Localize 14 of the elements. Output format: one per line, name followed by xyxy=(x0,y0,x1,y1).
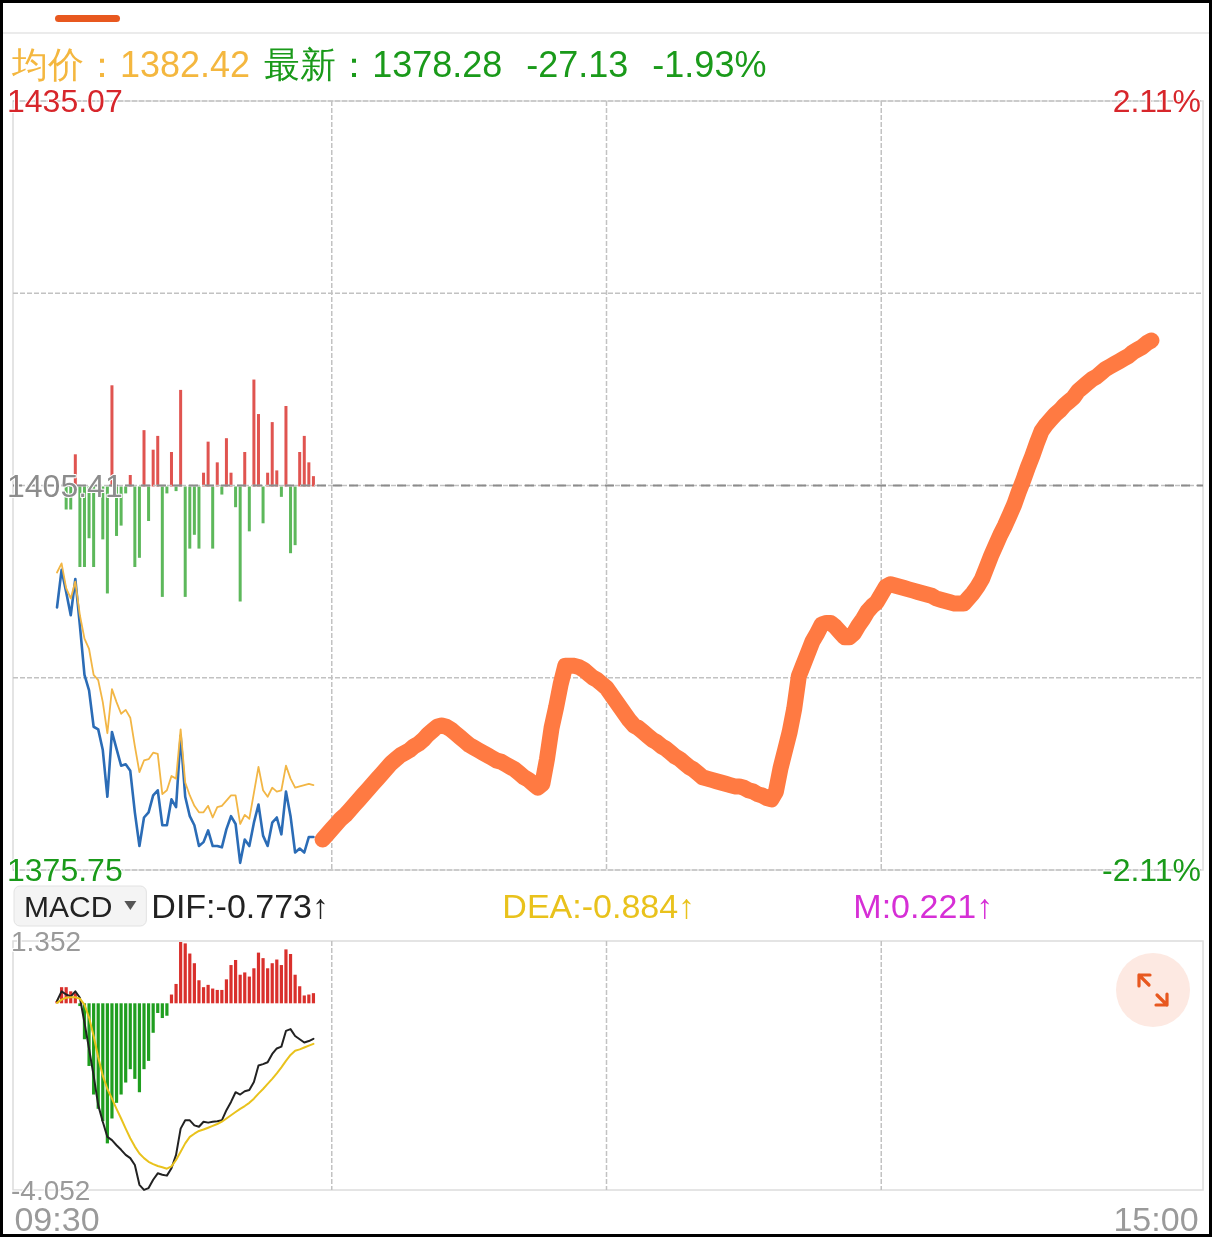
y2-tick-label: -2.11% xyxy=(1101,852,1201,888)
text: 最新：1378.28 xyxy=(264,44,503,85)
text: 均价：1382.42 xyxy=(11,44,251,85)
text: -1.93% xyxy=(652,44,767,85)
y-tick-label: 1375.75 xyxy=(7,852,123,888)
x-tick-label: 15:00 xyxy=(1113,1200,1199,1237)
y2-tick-label: 2.11% xyxy=(1112,83,1201,119)
chart-title: MACD xyxy=(24,889,113,923)
text: M:0.221↑ xyxy=(853,887,994,925)
text: DEA:-0.884↑ xyxy=(502,887,696,925)
y-tick-label: 1.352 xyxy=(11,925,82,957)
y-tick-label: 1435.07 xyxy=(7,83,123,119)
text: DIF:-0.773↑ xyxy=(151,887,329,925)
text: -27.13 xyxy=(526,44,629,85)
